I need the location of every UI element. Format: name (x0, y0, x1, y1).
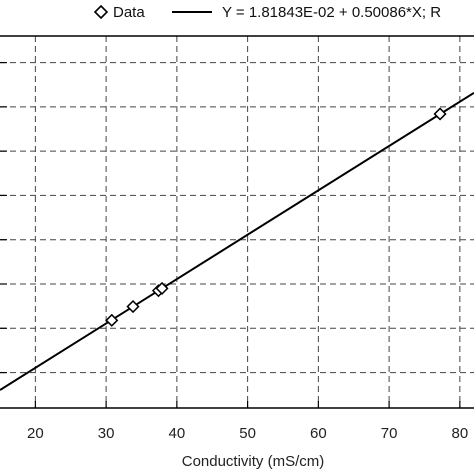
data-points-layer (105, 107, 447, 327)
data-point (155, 281, 169, 295)
plot-frame (0, 36, 474, 408)
legend-data-marker (93, 4, 109, 20)
x-gridlines (34, 36, 461, 408)
plot-background (0, 36, 474, 408)
x-tick-label: 40 (169, 425, 186, 442)
y-gridlines (0, 61, 474, 374)
x-axis-title: Conductivity (mS/cm) (182, 453, 325, 470)
x-ticks (34, 401, 461, 408)
legend-data-label: Data (113, 4, 145, 21)
x-tick-label: 80 (452, 425, 469, 442)
plot-border (0, 35, 474, 409)
fit-line (0, 91, 474, 391)
fit-line-layer (0, 91, 474, 391)
legend: Data Y = 1.81843E-02 + 0.50086*X; R (93, 4, 441, 21)
data-point (126, 300, 140, 314)
x-tick-label: 60 (310, 425, 327, 442)
x-tick-labels: 20 30 40 50 60 70 80 (27, 425, 468, 442)
x-tick-label: 30 (98, 425, 115, 442)
data-point (105, 313, 119, 327)
legend-fit-label: Y = 1.81843E-02 + 0.50086*X; R (222, 4, 441, 21)
x-tick-label: 70 (381, 425, 398, 442)
data-point (433, 107, 447, 121)
x-tick-label: 20 (27, 425, 44, 442)
x-tick-label: 50 (239, 425, 256, 442)
